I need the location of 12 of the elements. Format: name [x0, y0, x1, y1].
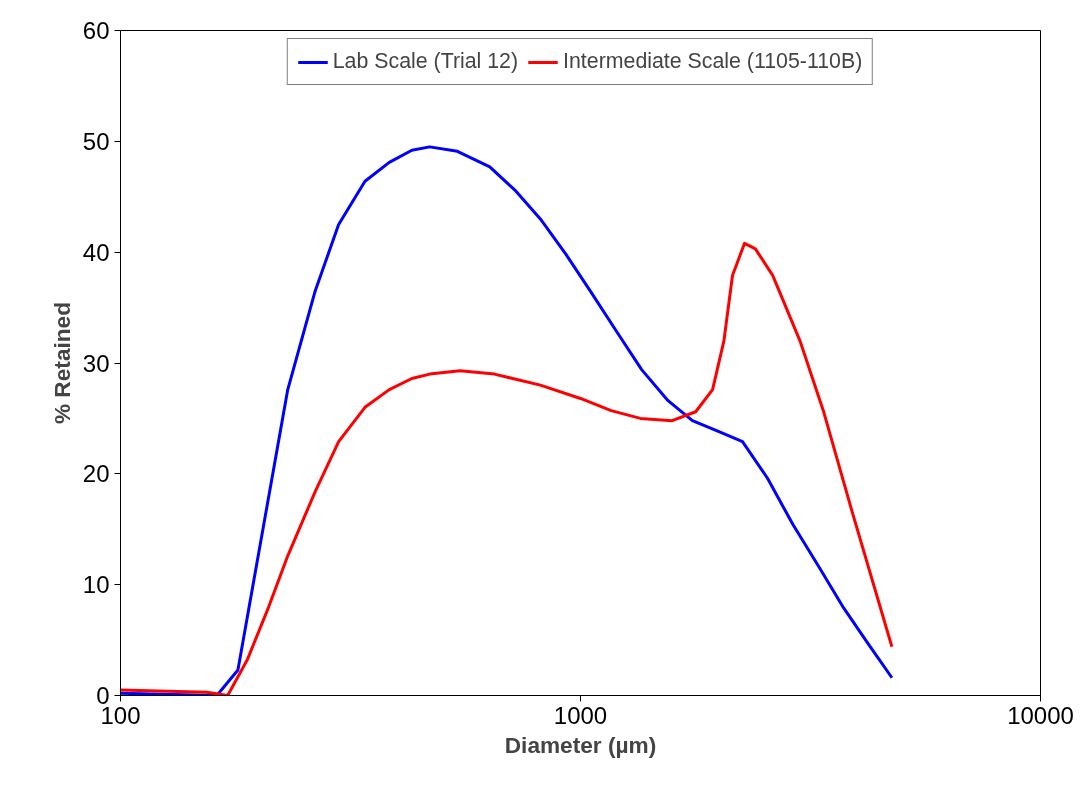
y-tick-label: 50 — [82, 127, 110, 155]
y-tick-label: 40 — [82, 238, 110, 266]
y-tick-label: 30 — [82, 349, 110, 377]
legend-label: Lab Scale (Trial 12) — [332, 49, 519, 74]
y-tick-label: 60 — [82, 17, 110, 44]
x-tick-label: 1000 — [553, 701, 608, 729]
y-tick-label: 20 — [82, 460, 110, 488]
legend-label: Intermediate Scale (1105-110B) — [563, 49, 863, 74]
y-tick-label: 10 — [82, 571, 110, 599]
x-axis-title: Diameter (µm) — [504, 731, 657, 758]
y-axis-title: % Retained — [48, 301, 75, 425]
x-tick-label: 10000 — [1007, 701, 1074, 729]
